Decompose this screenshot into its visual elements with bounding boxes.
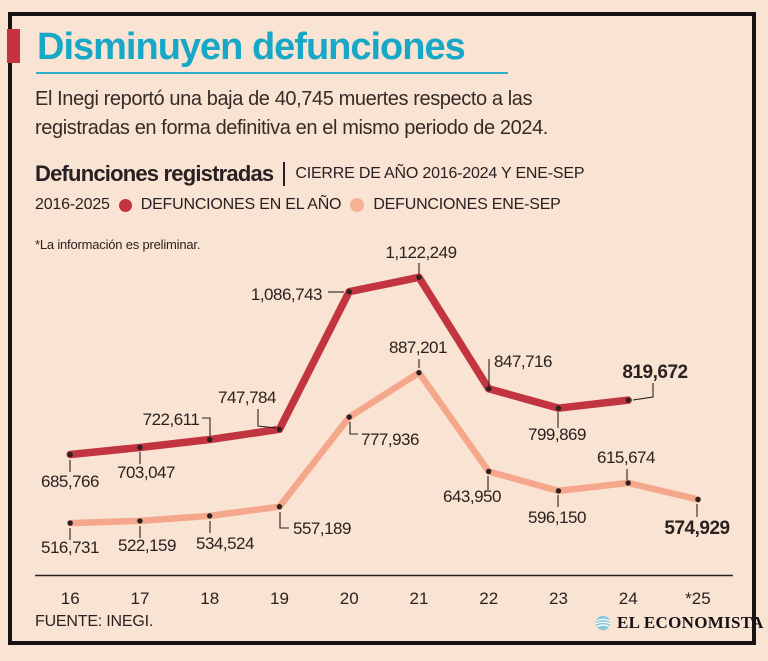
svg-text:516,731: 516,731 xyxy=(41,538,99,557)
el-economista-logo-icon xyxy=(595,615,611,631)
svg-text:23: 23 xyxy=(549,589,568,608)
svg-text:20: 20 xyxy=(340,589,359,608)
svg-text:*25: *25 xyxy=(685,589,711,608)
chart-title: Defunciones registradas xyxy=(35,161,274,186)
source-text: FUENTE: INEGI. xyxy=(35,613,154,630)
title-accent-block xyxy=(7,29,20,63)
legend-line-1: Defunciones registradas CIERRE DE AÑO 20… xyxy=(35,161,585,187)
svg-text:685,766: 685,766 xyxy=(41,472,99,491)
svg-text:887,201: 887,201 xyxy=(389,338,447,357)
legend-range-text-1: CIERRE DE AÑO 2016-2024 Y ENE-SEP xyxy=(295,165,585,182)
page-title: Disminuyen defunciones xyxy=(37,26,466,68)
legend-label-enesep: DEFUNCIONES ENE-SEP xyxy=(373,196,561,213)
border-frame xyxy=(8,12,756,645)
svg-text:1,122,249: 1,122,249 xyxy=(385,243,456,262)
svg-text:703,047: 703,047 xyxy=(117,463,175,482)
title-underline xyxy=(36,72,508,74)
preliminary-footnote: *La información es preliminar. xyxy=(35,237,201,252)
svg-text:16: 16 xyxy=(61,589,80,608)
svg-text:799,869: 799,869 xyxy=(528,425,586,444)
brand-name: EL ECONOMISTA xyxy=(617,613,764,632)
subtitle: El Inegi reportó una baja de 40,745 muer… xyxy=(35,85,548,143)
svg-text:1,086,743: 1,086,743 xyxy=(251,285,322,304)
svg-text:643,950: 643,950 xyxy=(443,487,501,506)
svg-text:747,784: 747,784 xyxy=(218,388,276,407)
svg-text:596,150: 596,150 xyxy=(528,508,586,527)
svg-text:24: 24 xyxy=(619,589,638,608)
chart-legend: Defunciones registradas CIERRE DE AÑO 20… xyxy=(35,161,585,214)
legend-label-year: DEFUNCIONES EN EL AÑO xyxy=(140,196,342,213)
svg-text:17: 17 xyxy=(130,589,149,608)
svg-text:819,672: 819,672 xyxy=(622,362,687,383)
svg-text:22: 22 xyxy=(479,589,498,608)
subtitle-line-2: registradas en forma definitiva en el mi… xyxy=(35,117,548,139)
legend-dot-year-icon xyxy=(118,198,132,212)
subtitle-line-1: El Inegi reportó una baja de 40,745 muer… xyxy=(35,88,533,110)
legend-separator xyxy=(283,162,286,186)
svg-text:777,936: 777,936 xyxy=(361,430,419,449)
brand-lockup: EL ECONOMISTA xyxy=(595,613,764,633)
svg-text:534,524: 534,524 xyxy=(196,534,254,553)
svg-text:847,716: 847,716 xyxy=(494,352,552,371)
svg-text:18: 18 xyxy=(200,589,219,608)
svg-text:574,929: 574,929 xyxy=(664,518,729,539)
svg-text:722,611: 722,611 xyxy=(143,410,200,429)
legend-range-text-2: 2016-2025 xyxy=(35,196,110,213)
legend-dot-enesep-icon xyxy=(350,198,365,212)
svg-text:522,159: 522,159 xyxy=(118,536,176,555)
svg-text:557,189: 557,189 xyxy=(293,519,351,538)
legend-line-2: 2016-2025 DEFUNCIONES EN EL AÑO DEFUNCIO… xyxy=(35,196,584,214)
svg-text:615,674: 615,674 xyxy=(597,448,655,467)
svg-text:21: 21 xyxy=(409,589,428,608)
svg-text:19: 19 xyxy=(270,589,289,608)
